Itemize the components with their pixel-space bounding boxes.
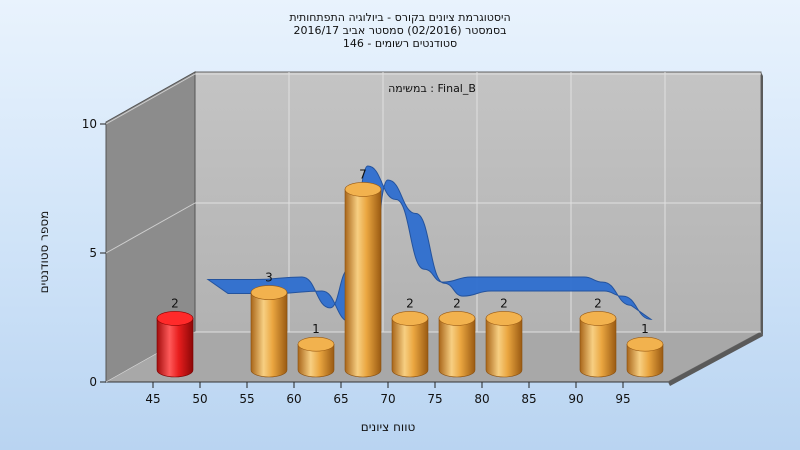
x-tick-label: 55 [239, 392, 254, 406]
x-tick-label: 80 [474, 392, 489, 406]
bar-data-label: 3 [265, 271, 273, 285]
x-tick-label: 60 [286, 392, 301, 406]
bar: 1 [626, 322, 664, 378]
chart-title-line-3: סטודנטים רשומים - 146 [343, 37, 457, 50]
bar-data-label: 2 [453, 296, 461, 310]
plot-box [104, 71, 763, 386]
bar-data-label: 2 [594, 296, 602, 310]
bar: 3 [250, 271, 288, 378]
bar-data-label: 2 [171, 296, 179, 310]
y-axis-label: מספר סטודנטים [37, 211, 51, 294]
bar: 1 [297, 322, 335, 378]
bar: 2 [485, 296, 523, 378]
y-gridline-side [105, 202, 196, 254]
bar-body [626, 343, 664, 378]
bar: 2 [391, 296, 429, 378]
bar-top [344, 182, 382, 197]
x-tick-label: 85 [521, 392, 536, 406]
bar-body [438, 318, 476, 378]
y-tick-label: 5 [89, 246, 97, 260]
bar-top [626, 336, 664, 352]
bar-body [156, 318, 194, 378]
bar-top [156, 311, 194, 326]
bar-body [391, 318, 429, 378]
bar-top [485, 311, 523, 326]
bar-top [579, 311, 617, 326]
bar-data-label: 2 [500, 296, 508, 310]
x-axis-label: טווח ציונים [361, 420, 416, 434]
bar: 2 [579, 296, 617, 378]
chart-title-line-1: היסטוגרמת ציונים בקורס - ביולוגיה התפתחו… [289, 11, 510, 24]
x-tick-label: 75 [427, 392, 442, 406]
x-tick-label: 95 [615, 392, 630, 406]
bar-body [250, 292, 288, 378]
bar-body [344, 189, 382, 378]
bar: 7 [344, 167, 382, 378]
bar-top [438, 311, 476, 326]
y-tick-label: 0 [89, 375, 97, 389]
y-tick-label: 10 [82, 117, 97, 131]
x-tick-label: 45 [145, 392, 160, 406]
bar: 2 [156, 296, 194, 378]
bar: 2 [438, 296, 476, 378]
chart-title-line-2: בסמסטר (02/2016) סמסטר אביב 2016/17 [293, 24, 506, 37]
x-tick-label: 70 [380, 392, 395, 406]
bar-data-label: 1 [312, 322, 320, 336]
bar-top [297, 336, 335, 352]
bar-body [485, 318, 523, 378]
bar-body [297, 343, 335, 378]
bar-body [579, 318, 617, 378]
bar-data-label: 7 [359, 167, 367, 181]
gridlines [105, 72, 761, 383]
y-gridline-side [105, 73, 196, 125]
bar-data-label: 2 [406, 296, 414, 310]
x-tick-label: 50 [192, 392, 207, 406]
x-tick-label: 65 [333, 392, 348, 406]
chart-annotation: במשימה : Final_B [388, 82, 476, 95]
x-tick-label: 90 [568, 392, 583, 406]
bar-top [250, 285, 288, 300]
axes: 0 5 10 45 50 55 60 65 70 75 80 85 90 95 [82, 117, 631, 406]
bars: 2 3 1 7 2 2 2 2 1 [156, 167, 664, 378]
bar-data-label: 1 [641, 322, 649, 336]
bar-top [391, 311, 429, 326]
